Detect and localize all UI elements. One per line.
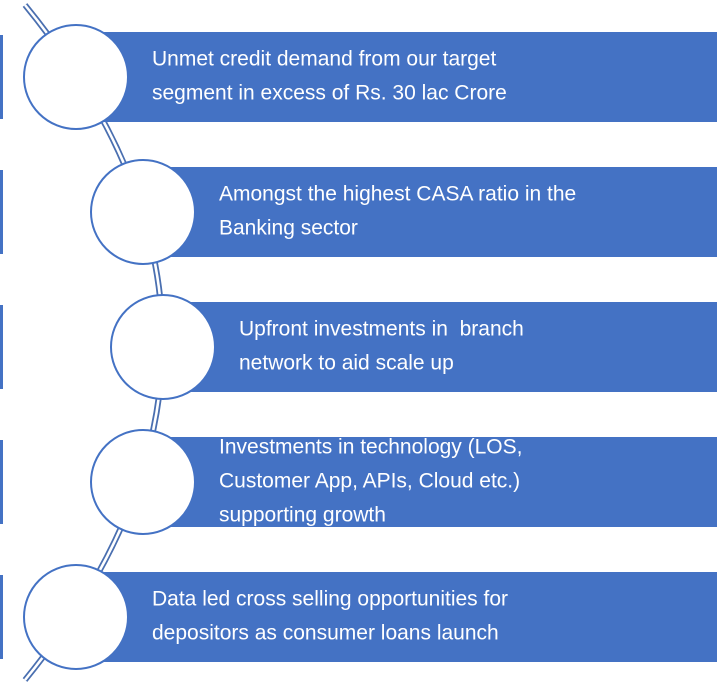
edge-bar: [0, 170, 3, 254]
item-text: Banking sector: [219, 217, 358, 240]
item-circle: [23, 564, 129, 670]
item-text: Unmet credit demand from our target: [152, 48, 496, 71]
item-box: [169, 437, 717, 527]
item-box: [102, 32, 717, 122]
item-circle: [23, 24, 129, 130]
edge-bar: [0, 35, 3, 119]
edge-bar: [0, 440, 3, 524]
item-box: [169, 167, 717, 257]
item-box: [102, 572, 717, 662]
item-circle: [90, 159, 196, 265]
edge-bar: [0, 575, 3, 659]
item-text: Upfront investments in branch: [239, 318, 524, 341]
item-text: Investments in technology (LOS,: [219, 436, 523, 459]
item-text: Amongst the highest CASA ratio in the: [219, 183, 576, 206]
item-text: segment in excess of Rs. 30 lac Crore: [152, 82, 507, 105]
edge-bar: [0, 305, 3, 389]
background-layer: [0, 35, 3, 659]
item-text: network to aid scale up: [239, 352, 454, 375]
item-text: Customer App, APIs, Cloud etc.): [219, 470, 520, 493]
items-layer: Unmet credit demand from our target segme…: [23, 24, 717, 670]
item-text: depositors as consumer loans launch: [152, 622, 499, 645]
item-text: Data led cross selling opportunities for: [152, 588, 508, 611]
item-circle: [90, 429, 196, 535]
item-box: [189, 302, 717, 392]
item-circle: [110, 294, 216, 400]
item-text: supporting growth: [219, 504, 386, 527]
